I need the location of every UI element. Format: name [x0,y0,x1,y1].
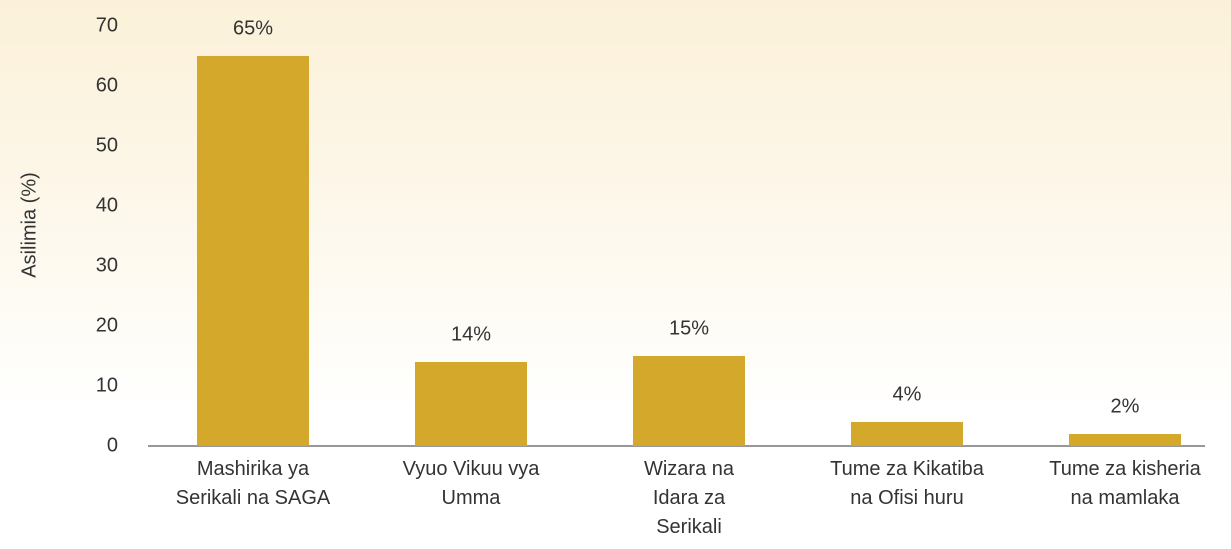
bar [851,422,963,446]
bar [1069,434,1181,446]
x-tick-label: Mashirika ya Serikali na SAGA [175,458,331,509]
y-tick-label: 70 [96,14,118,36]
value-label: 4% [893,383,922,405]
x-tick-label: Wizara na Idara za Serikali [643,458,735,538]
value-label: 2% [1111,395,1140,417]
x-tick-label: Tume za Kikatiba na Ofisi huru [830,458,984,509]
y-axis-label: Asilimia (%) [18,172,40,278]
y-tick-label: 50 [96,134,118,156]
y-tick-label: 10 [96,374,118,396]
x-tick-label: Vyuo Vikuu vya Umma [402,458,540,509]
bar [197,56,309,446]
bar [633,356,745,446]
y-tick-label: 60 [96,74,118,96]
value-label: 15% [669,317,709,339]
x-tick-label: Tume za kisheria na mamlaka [1049,458,1201,509]
value-label: 14% [451,323,491,345]
y-tick-label: 30 [96,254,118,276]
y-tick-label: 20 [96,314,118,336]
bar [415,362,527,446]
y-tick-label: 40 [96,194,118,216]
value-label: 65% [233,17,273,39]
y-tick-label: 0 [107,434,118,456]
